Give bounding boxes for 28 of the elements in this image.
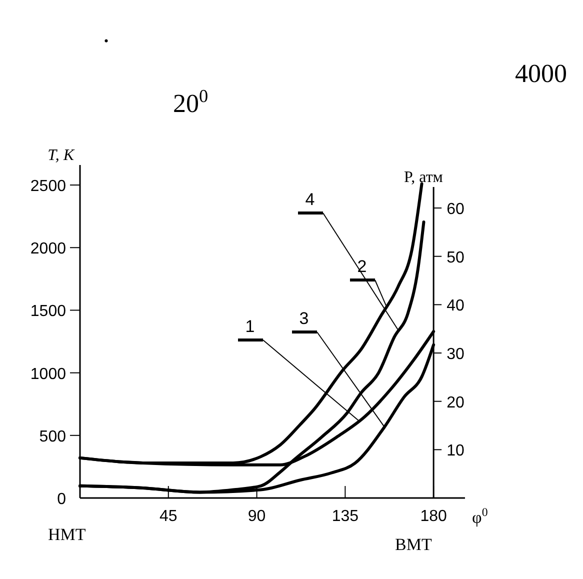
y-tick-label: 2500 <box>30 178 66 196</box>
text: НМТ <box>48 525 86 544</box>
legend-label: 1 <box>245 317 255 336</box>
x-tick-label: 135 <box>332 508 359 525</box>
x-tick-label: 90 <box>248 508 266 525</box>
y2-tick-label: 50 <box>446 249 464 266</box>
text: ВМТ <box>395 535 432 554</box>
y-axis-title: T, K <box>48 147 76 164</box>
x-axis-title: φ$^{0}$ <box>472 505 488 527</box>
text: 3 <box>299 309 309 328</box>
y2-tick-label: 20 <box>446 394 464 412</box>
y2-tick-label: 10 <box>446 442 464 460</box>
y-tick-label: 500 <box>39 428 66 446</box>
text: . <box>103 19 110 48</box>
y-tick-label: 0 <box>57 491 66 508</box>
x-tick-label: 45 <box>159 508 178 525</box>
text: 4000 <box>515 59 567 88</box>
y-tick-label: 1000 <box>30 366 66 383</box>
series-label: 2 <box>357 257 367 276</box>
y2-tick-label: 60 <box>446 201 464 218</box>
y2-axis-title: P, атм <box>404 169 443 186</box>
text: 20$^{0}$ <box>173 86 208 118</box>
y2-tick-label: 40 <box>446 298 464 315</box>
x-tick-label: 180 <box>420 508 448 525</box>
y-tick-label: 1500 <box>30 303 66 320</box>
y2-tick-label: 30 <box>446 346 464 364</box>
y-tick-label: 2000 <box>30 240 66 258</box>
text: 4 <box>305 190 315 209</box>
